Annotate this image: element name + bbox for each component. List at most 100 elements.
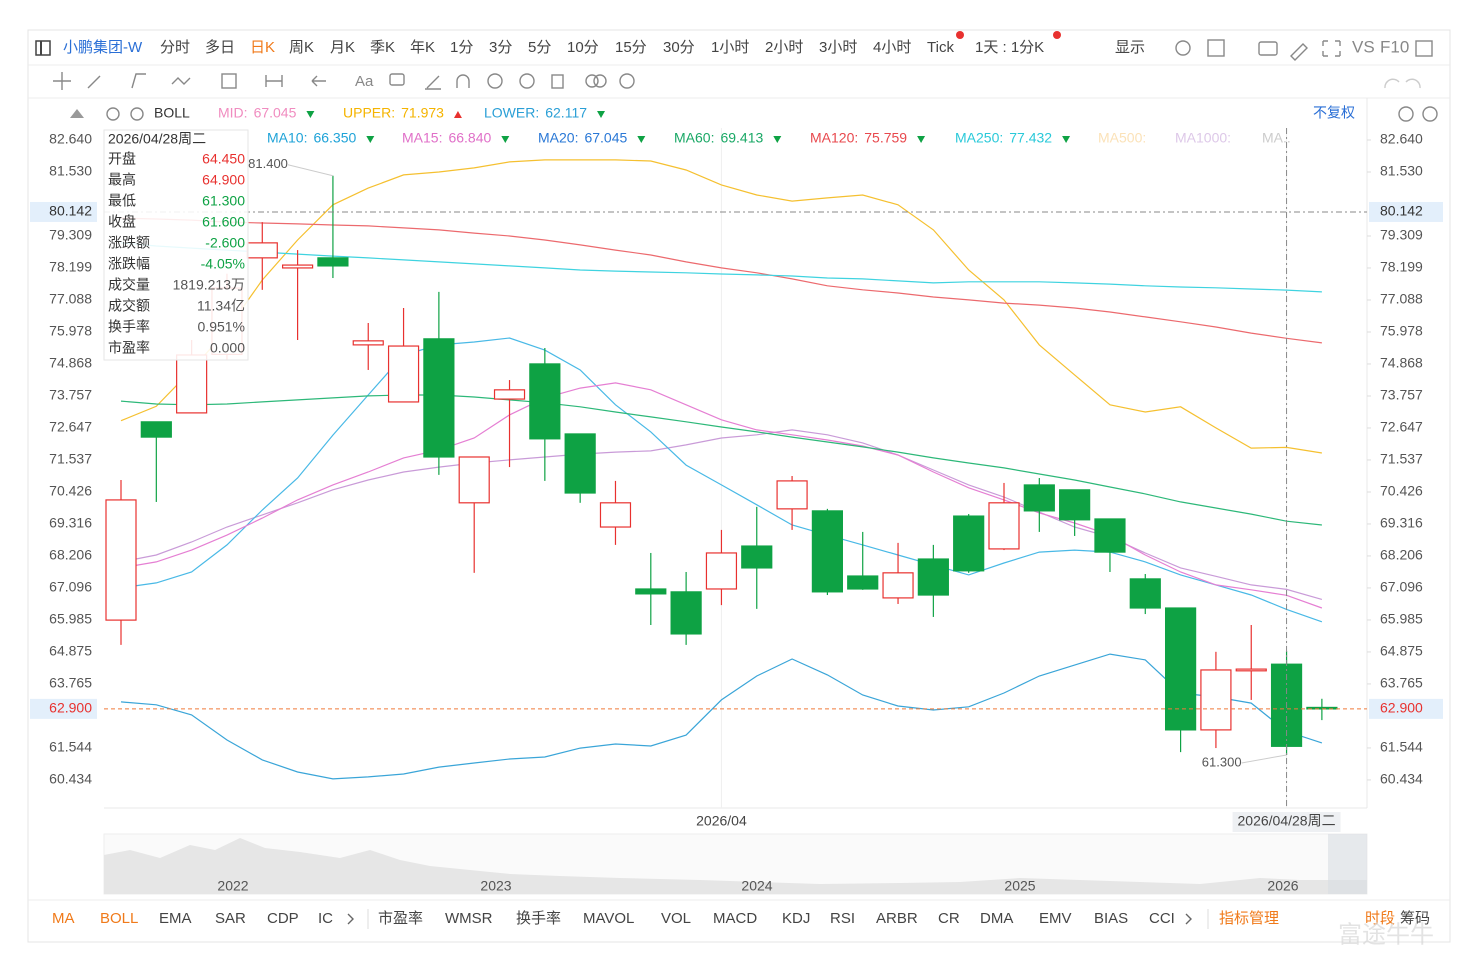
camera-icon[interactable] [1258,41,1278,56]
tool-icon[interactable] [619,73,635,89]
candle-body [387,345,420,403]
tool-icon[interactable] [519,73,535,89]
period-tab[interactable]: 3分 [489,39,512,56]
tool-icon[interactable] [593,74,607,88]
tool-icon[interactable] [171,77,191,85]
tool-icon[interactable] [487,73,503,89]
info-value: 64.900 [202,172,245,188]
y-tick-label: 67.096 [49,579,92,595]
navigator-window[interactable] [1328,834,1367,894]
tool-icon[interactable] [551,74,564,89]
candle-body [246,242,278,259]
indicator-name: BOLL [154,105,190,121]
f10-button: F10 [1380,37,1409,56]
navigator-year: 2025 [1004,878,1035,894]
pen-icon[interactable] [1290,43,1308,61]
period-tab[interactable]: 5分 [528,39,551,56]
tool-icon[interactable] [131,73,146,89]
indicator-tab[interactable]: CDP [267,910,299,927]
y-tick-label: 74.868 [49,355,92,371]
legend-label: MA.. [1262,130,1291,146]
tab-scroll-icon [1185,913,1192,925]
tool-icon[interactable] [389,73,405,86]
indicator-tab[interactable]: MA [52,910,75,927]
period-tab[interactable]: Tick [927,39,954,56]
indicator-tab[interactable]: CCI [1149,910,1175,927]
tool-icon[interactable] [221,73,237,89]
tool-icon[interactable] [87,75,101,89]
layout-icon[interactable] [1207,39,1225,57]
annotation-leader [1241,754,1287,764]
indicator-tab[interactable]: ARBR [876,910,918,927]
tool-icon[interactable] [456,74,470,88]
navigator-year: 2024 [741,878,772,894]
collapse-icon[interactable] [70,109,84,118]
period-tab[interactable]: 季K [370,39,395,56]
indicator-tab[interactable]: EMA [159,910,192,927]
indicator-manage[interactable]: 指标管理 [1219,910,1279,927]
period-tab[interactable]: 2小时 [765,39,803,56]
panel-icon[interactable] [1415,40,1433,57]
indicator-tab[interactable]: 市盈率 [378,910,423,927]
fullscreen-icon[interactable] [1322,40,1341,57]
indicator-tab[interactable]: DMA [980,910,1013,927]
period-tab[interactable]: 分时 [160,39,190,56]
undo-icon[interactable] [1384,78,1421,89]
zoom-in-icon[interactable] [1422,106,1438,122]
indicator-tab[interactable]: 换手率 [516,910,561,927]
indicator-tab[interactable]: MAVOL [583,910,634,927]
period-tab[interactable]: 周K [289,39,314,56]
indicator-tab[interactable]: MACD [713,910,757,927]
period-tab[interactable]: 10分 [567,39,599,56]
candle-body [564,433,596,494]
period-tab[interactable]: 15分 [615,39,647,56]
sidebar-icon[interactable] [35,40,51,56]
tool-icon[interactable] [585,74,599,88]
period-tab[interactable]: 3小时 [819,39,857,56]
indicator-tab[interactable]: BOLL [100,910,138,927]
period-tab[interactable]: 年K [410,39,435,56]
tool-icon[interactable] [265,75,283,87]
candle-body [635,588,667,595]
info-date: 2026/04/28周二 [108,131,206,147]
indicator-close-icon[interactable] [130,107,144,121]
period-tab[interactable]: 1小时 [711,39,749,56]
period-tab[interactable]: 30分 [663,39,695,56]
info-label: 最低 [108,193,136,209]
candle-body [776,480,808,510]
info-value: -4.05% [201,256,245,272]
crosshair-price-box [30,201,97,222]
zoom-out-icon[interactable] [1398,106,1414,122]
indicator-tab[interactable]: RSI [830,910,855,927]
legend-label: LOWER: [484,105,539,121]
indicator-tab[interactable]: IC [318,910,333,927]
indicator-tab[interactable]: KDJ [782,910,810,927]
navigator-area [104,838,1367,894]
indicator-tab[interactable]: EMV [1039,910,1072,927]
indicator-tab[interactable]: SAR [215,910,246,927]
period-tab[interactable]: 4小时 [873,39,911,56]
period-tab[interactable]: 1分 [450,39,473,56]
indicator-tab[interactable]: VOL [661,910,691,927]
y-tick-label: 72.647 [1380,419,1423,435]
candle-body [811,510,844,593]
annotation-label: 81.400 [248,156,288,171]
tool-icon[interactable] [425,75,441,90]
period-tab[interactable]: 日K [250,39,275,56]
session-tab[interactable]: 时段 [1365,910,1395,927]
tool-icon[interactable] [53,72,71,90]
display-menu: 显示 [1115,39,1145,56]
indicator-tab[interactable]: WMSR [445,910,493,927]
indicator-tab[interactable]: CR [938,910,960,927]
chip-tab[interactable]: 筹码 [1400,910,1430,927]
tool-icon[interactable] [311,75,326,87]
period-tab[interactable]: 多日 [205,39,235,56]
indicator-settings-icon[interactable] [106,107,120,121]
y-tick-label: 74.868 [1380,355,1423,371]
info-value: 61.600 [202,214,245,230]
settings-icon[interactable] [1175,40,1191,56]
period-tab[interactable]: 月K [330,39,355,56]
indicator-tab[interactable]: BIAS [1094,910,1128,927]
y-tick-label: 75.978 [1380,323,1423,339]
indicator-line [120,337,1323,623]
